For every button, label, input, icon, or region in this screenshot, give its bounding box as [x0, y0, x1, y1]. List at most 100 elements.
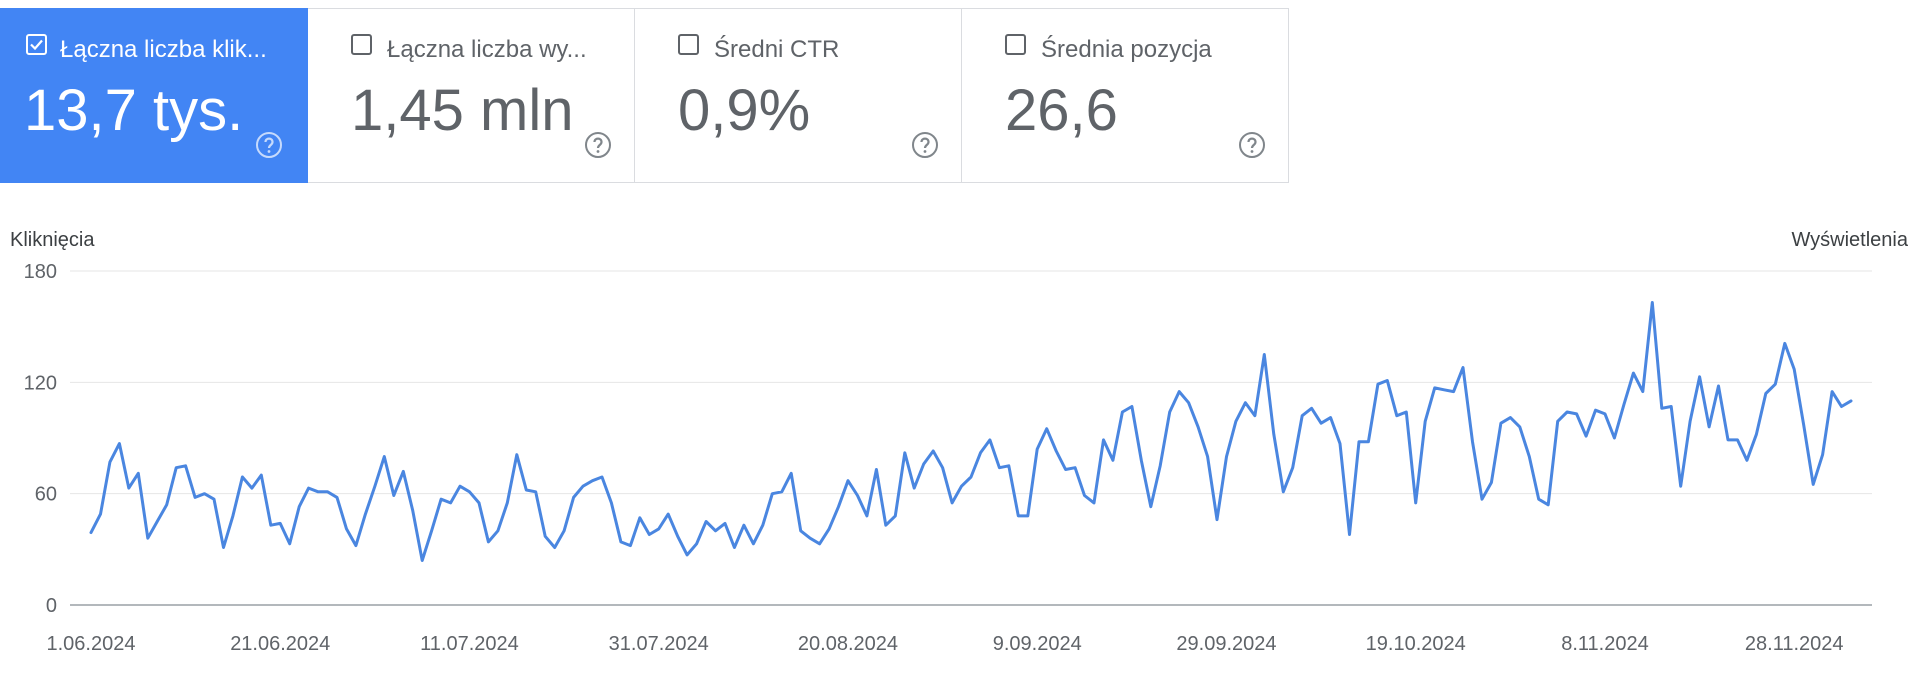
- help-icon[interactable]: [1238, 131, 1266, 159]
- data-point[interactable]: [581, 484, 586, 489]
- metric-card-clicks[interactable]: Łączna liczba klik... 13,7 tys.: [0, 8, 308, 183]
- data-point[interactable]: [874, 467, 879, 472]
- data-point[interactable]: [1688, 419, 1693, 424]
- data-point[interactable]: [1300, 413, 1305, 418]
- data-point[interactable]: [1726, 437, 1731, 442]
- data-point[interactable]: [1252, 413, 1257, 418]
- data-point[interactable]: [183, 463, 188, 468]
- data-point[interactable]: [836, 504, 841, 509]
- data-point[interactable]: [1631, 371, 1636, 376]
- data-point[interactable]: [1830, 389, 1835, 394]
- checkbox-icon[interactable]: [1005, 34, 1026, 55]
- data-point[interactable]: [694, 541, 699, 546]
- data-point[interactable]: [779, 489, 784, 494]
- data-point[interactable]: [1593, 408, 1598, 413]
- data-point[interactable]: [287, 541, 292, 546]
- data-point[interactable]: [1811, 482, 1816, 487]
- data-point[interactable]: [1347, 532, 1352, 537]
- data-point[interactable]: [1442, 387, 1447, 392]
- data-point[interactable]: [1754, 432, 1759, 437]
- data-point[interactable]: [117, 441, 122, 446]
- metric-card-impressions[interactable]: Łączna liczba wy... 1,45 mln: [308, 8, 635, 183]
- data-point[interactable]: [1650, 300, 1655, 305]
- data-point[interactable]: [344, 526, 349, 531]
- data-point[interactable]: [1357, 439, 1362, 444]
- data-point[interactable]: [1025, 513, 1030, 518]
- metric-card-position[interactable]: Średnia pozycja 26,6: [962, 8, 1289, 183]
- data-point[interactable]: [1177, 389, 1182, 394]
- data-point[interactable]: [1621, 402, 1626, 407]
- data-point[interactable]: [789, 471, 794, 476]
- data-point[interactable]: [477, 500, 482, 505]
- data-point[interactable]: [1215, 517, 1220, 522]
- data-point[interactable]: [1744, 458, 1749, 463]
- data-point[interactable]: [1508, 415, 1513, 420]
- data-point[interactable]: [1763, 391, 1768, 396]
- data-point[interactable]: [997, 465, 1002, 470]
- data-point[interactable]: [1338, 441, 1343, 446]
- data-point[interactable]: [458, 484, 463, 489]
- data-point[interactable]: [1063, 467, 1068, 472]
- data-point[interactable]: [174, 465, 179, 470]
- data-point[interactable]: [656, 526, 661, 531]
- data-point[interactable]: [1574, 411, 1579, 416]
- data-point[interactable]: [1224, 454, 1229, 459]
- data-point[interactable]: [1092, 500, 1097, 505]
- data-point[interactable]: [467, 489, 472, 494]
- data-point[interactable]: [760, 523, 765, 528]
- data-point[interactable]: [1290, 465, 1295, 470]
- data-point[interactable]: [202, 491, 207, 496]
- checkbox-icon[interactable]: [678, 34, 699, 55]
- data-point[interactable]: [401, 469, 406, 474]
- data-point[interactable]: [1565, 410, 1570, 415]
- data-point[interactable]: [164, 502, 169, 507]
- data-point[interactable]: [1697, 374, 1702, 379]
- data-point[interactable]: [741, 523, 746, 528]
- data-point[interactable]: [1366, 439, 1371, 444]
- data-point[interactable]: [297, 504, 302, 509]
- data-point[interactable]: [1461, 365, 1466, 370]
- data-point[interactable]: [1233, 419, 1238, 424]
- data-point[interactable]: [1801, 423, 1806, 428]
- data-point[interactable]: [864, 513, 869, 518]
- data-point[interactable]: [1432, 385, 1437, 390]
- data-point[interactable]: [1016, 513, 1021, 518]
- data-point[interactable]: [1073, 465, 1078, 470]
- data-point[interactable]: [155, 519, 160, 524]
- data-point[interactable]: [1148, 504, 1153, 509]
- help-icon[interactable]: [255, 131, 283, 159]
- help-icon[interactable]: [584, 131, 612, 159]
- data-point[interactable]: [1035, 447, 1040, 452]
- data-point[interactable]: [410, 508, 415, 513]
- data-point[interactable]: [136, 471, 141, 476]
- data-point[interactable]: [1498, 421, 1503, 426]
- data-point[interactable]: [1394, 413, 1399, 418]
- data-point[interactable]: [1054, 449, 1059, 454]
- data-point[interactable]: [439, 497, 444, 502]
- data-point[interactable]: [1158, 463, 1163, 468]
- data-point[interactable]: [902, 450, 907, 455]
- data-point[interactable]: [912, 486, 917, 491]
- data-point[interactable]: [685, 552, 690, 557]
- data-point[interactable]: [1792, 367, 1797, 372]
- data-point[interactable]: [1584, 434, 1589, 439]
- data-point[interactable]: [1139, 458, 1144, 463]
- data-point[interactable]: [931, 449, 936, 454]
- data-point[interactable]: [855, 493, 860, 498]
- data-point[interactable]: [325, 489, 330, 494]
- data-point[interactable]: [1612, 436, 1617, 441]
- data-point[interactable]: [382, 454, 387, 459]
- data-point[interactable]: [212, 497, 217, 502]
- data-point[interactable]: [1044, 426, 1049, 431]
- data-point[interactable]: [675, 534, 680, 539]
- data-point[interactable]: [1849, 398, 1854, 403]
- data-point[interactable]: [1546, 502, 1551, 507]
- metric-card-ctr[interactable]: Średni CTR 0,9%: [635, 8, 962, 183]
- data-point[interactable]: [1205, 454, 1210, 459]
- data-point[interactable]: [1489, 480, 1494, 485]
- data-point[interactable]: [618, 539, 623, 544]
- data-point[interactable]: [751, 541, 756, 546]
- data-point[interactable]: [1243, 400, 1248, 405]
- data-point[interactable]: [1839, 404, 1844, 409]
- data-point[interactable]: [893, 513, 898, 518]
